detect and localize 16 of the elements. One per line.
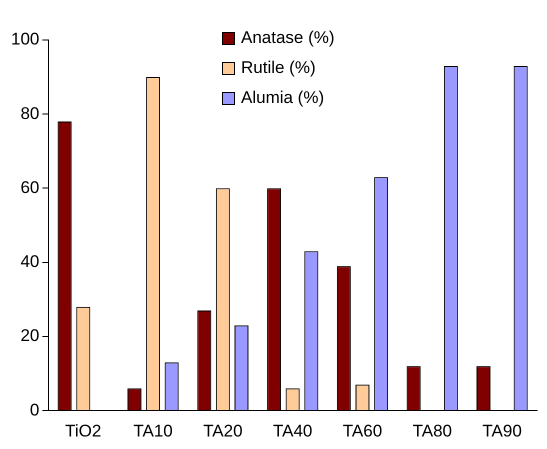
x-tick-label: TA10 bbox=[133, 421, 173, 440]
x-tick-label: TiO2 bbox=[65, 421, 102, 440]
x-tick-label: TA40 bbox=[272, 421, 312, 440]
x-tick-label: TA90 bbox=[482, 421, 522, 440]
x-tick-label: TA80 bbox=[412, 421, 452, 440]
y-tick-label: 80 bbox=[20, 104, 40, 123]
legend-label: Anatase (%) bbox=[241, 28, 335, 48]
y-tick-label: 20 bbox=[20, 326, 40, 346]
y-tick-label: 0 bbox=[30, 400, 40, 420]
x-tick-label: TA20 bbox=[203, 421, 243, 440]
legend-label: Rutile (%) bbox=[241, 58, 316, 78]
y-tick-label: 60 bbox=[20, 178, 40, 197]
y-tick-label: 40 bbox=[20, 252, 40, 272]
x-tick-label: TA60 bbox=[342, 421, 382, 440]
y-tick-label: 100 bbox=[10, 30, 40, 49]
legend-label: Alumia (%) bbox=[241, 88, 324, 108]
